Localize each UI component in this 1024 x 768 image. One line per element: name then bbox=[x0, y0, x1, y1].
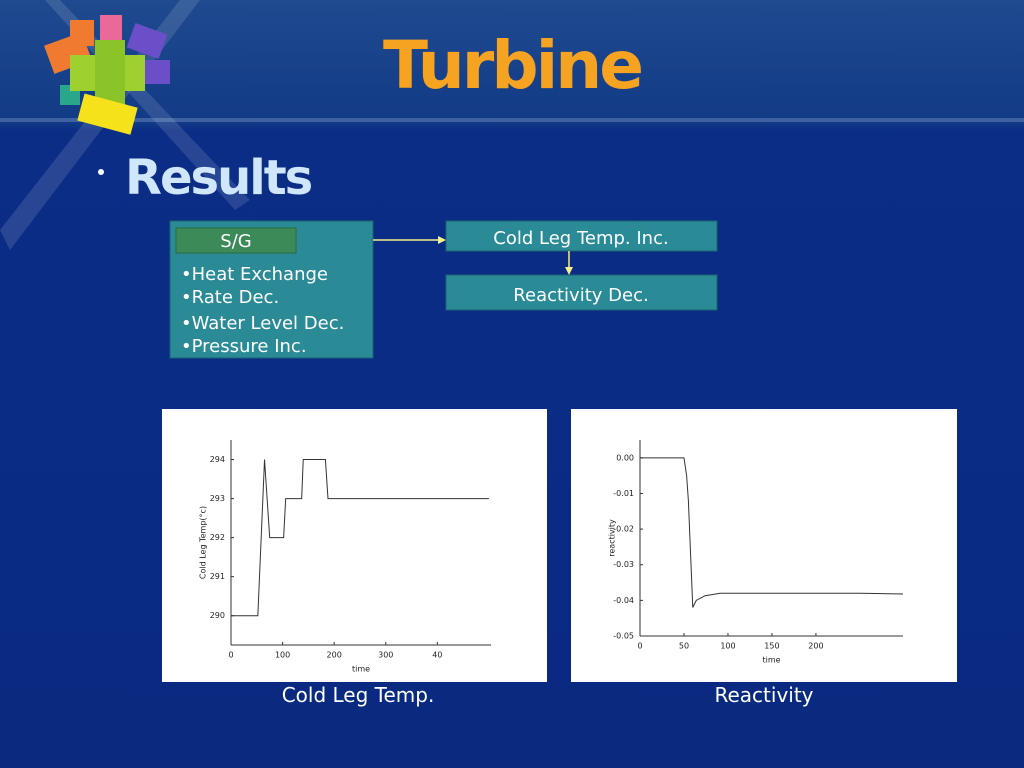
y-tick-label: 0.00 bbox=[616, 453, 634, 462]
x-tick-label: 200 bbox=[327, 651, 342, 660]
y-tick-label: -0.01 bbox=[613, 489, 634, 498]
sg-label-box bbox=[175, 227, 297, 254]
sg-label: S/G bbox=[220, 231, 251, 252]
x-axis-label: time bbox=[762, 656, 780, 665]
logo bbox=[44, 15, 170, 135]
y-tick-label: 291 bbox=[210, 572, 225, 581]
x-tick-label: 300 bbox=[378, 651, 393, 660]
sg-item: •Water Level Dec. bbox=[181, 313, 344, 334]
y-tick-label: 292 bbox=[210, 533, 225, 542]
x-tick-label: 200 bbox=[808, 642, 823, 651]
header-rule bbox=[0, 118, 1024, 122]
x-tick-label: 40 bbox=[432, 651, 442, 660]
y-tick-label: 290 bbox=[210, 611, 225, 620]
sg-item: •Pressure Inc. bbox=[181, 336, 307, 357]
x-tick-label: 50 bbox=[679, 642, 689, 651]
x-tick-label: 150 bbox=[764, 642, 779, 651]
y-axis-label: reactivity bbox=[608, 519, 617, 557]
y-tick-label: -0.04 bbox=[613, 596, 634, 605]
y-tick-label: -0.02 bbox=[613, 525, 634, 534]
x-tick-label: 0 bbox=[228, 651, 233, 660]
sg-item: •Heat Exchange bbox=[181, 264, 328, 285]
chart-panel bbox=[162, 409, 547, 682]
node-label: Cold Leg Temp. Inc. bbox=[493, 228, 668, 249]
y-tick-label: 294 bbox=[210, 455, 225, 464]
y-axis-label: Cold Leg Temp(°c) bbox=[199, 506, 208, 579]
slide-title: Turbine bbox=[383, 27, 641, 104]
bullet-text: Results bbox=[125, 150, 312, 206]
y-tick-label: -0.05 bbox=[613, 632, 634, 641]
x-tick-label: 0 bbox=[637, 642, 642, 651]
node-label: Reactivity Dec. bbox=[513, 285, 648, 306]
y-tick-label: -0.03 bbox=[613, 560, 634, 569]
data-line bbox=[231, 459, 489, 617]
arrow-head bbox=[565, 267, 573, 275]
node-box bbox=[445, 274, 718, 311]
data-line bbox=[640, 457, 904, 608]
node-box bbox=[445, 220, 718, 252]
sg-item: •Rate Dec. bbox=[181, 287, 279, 308]
x-tick-label: 100 bbox=[720, 642, 735, 651]
x-axis-label: time bbox=[352, 665, 370, 674]
y-tick-label: 293 bbox=[210, 494, 225, 503]
x-tick-label: 100 bbox=[275, 651, 290, 660]
chart-caption: Cold Leg Temp. bbox=[282, 683, 435, 707]
chart-caption: Reactivity bbox=[714, 683, 813, 707]
bullet-marker bbox=[98, 169, 104, 175]
arrow-head bbox=[438, 236, 446, 244]
